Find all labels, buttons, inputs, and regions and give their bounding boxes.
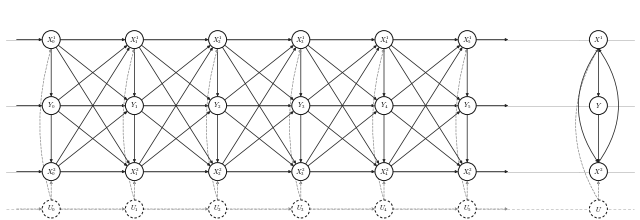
Ellipse shape (42, 200, 60, 218)
Ellipse shape (209, 31, 227, 49)
Ellipse shape (292, 163, 310, 181)
Text: $U_4$: $U_4$ (380, 204, 388, 214)
Ellipse shape (458, 31, 476, 49)
Ellipse shape (292, 200, 310, 218)
Ellipse shape (589, 97, 607, 115)
Ellipse shape (458, 163, 476, 181)
Text: $Y$: $Y$ (595, 101, 602, 110)
Text: $X^2$: $X^2$ (593, 167, 604, 177)
Text: $Y_5$: $Y_5$ (463, 101, 471, 111)
Ellipse shape (209, 200, 227, 218)
Text: $U_0$: $U_0$ (47, 204, 56, 214)
Text: $U_2$: $U_2$ (213, 204, 222, 214)
Text: $X^1$: $X^1$ (593, 35, 604, 45)
Ellipse shape (375, 97, 393, 115)
Text: $U_1$: $U_1$ (130, 204, 139, 214)
Ellipse shape (375, 163, 393, 181)
Text: $X_5^2$: $X_5^2$ (462, 166, 472, 178)
Ellipse shape (209, 163, 227, 181)
Text: $X_2^1$: $X_2^1$ (212, 34, 223, 46)
Text: $X_3^1$: $X_3^1$ (296, 34, 306, 46)
Ellipse shape (292, 31, 310, 49)
Ellipse shape (458, 200, 476, 218)
Ellipse shape (42, 31, 60, 49)
Text: $U$: $U$ (595, 205, 602, 213)
Text: $U_5$: $U_5$ (463, 204, 472, 214)
Ellipse shape (125, 97, 143, 115)
Ellipse shape (589, 31, 607, 49)
Ellipse shape (375, 31, 393, 49)
Text: $X_1^1$: $X_1^1$ (129, 34, 140, 46)
Text: $Y_4$: $Y_4$ (380, 101, 388, 111)
Text: $Y_2$: $Y_2$ (214, 101, 221, 111)
Text: $X_3^2$: $X_3^2$ (296, 166, 306, 178)
Text: $Y_1$: $Y_1$ (131, 101, 138, 111)
Ellipse shape (42, 163, 60, 181)
Ellipse shape (209, 97, 227, 115)
Text: $Y_3$: $Y_3$ (297, 101, 305, 111)
Ellipse shape (458, 97, 476, 115)
Text: $X_0^1$: $X_0^1$ (46, 34, 56, 46)
Ellipse shape (42, 97, 60, 115)
Text: $X_4^1$: $X_4^1$ (379, 34, 389, 46)
Ellipse shape (589, 163, 607, 181)
Ellipse shape (375, 200, 393, 218)
Text: $X_1^2$: $X_1^2$ (129, 166, 140, 178)
Text: $X_0^2$: $X_0^2$ (46, 166, 56, 178)
Ellipse shape (292, 97, 310, 115)
Ellipse shape (589, 200, 607, 218)
Text: $U_3$: $U_3$ (296, 204, 305, 214)
Ellipse shape (125, 31, 143, 49)
Ellipse shape (125, 200, 143, 218)
Text: $X_2^2$: $X_2^2$ (212, 166, 223, 178)
Ellipse shape (125, 163, 143, 181)
Text: $X_4^2$: $X_4^2$ (379, 166, 389, 178)
Text: $X_5^1$: $X_5^1$ (462, 34, 472, 46)
Text: $Y_0$: $Y_0$ (47, 101, 56, 111)
